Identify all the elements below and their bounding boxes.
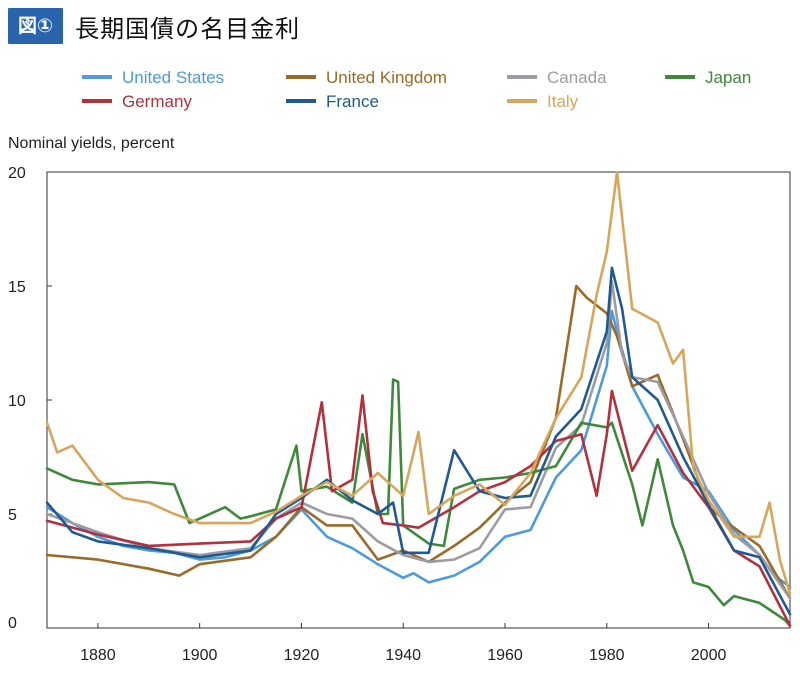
series-line-italy bbox=[45, 170, 792, 596]
legend-label-italy: Italy bbox=[547, 92, 579, 111]
x-tick-label: 1980 bbox=[589, 647, 625, 664]
series-line-germany bbox=[45, 389, 792, 628]
x-tick-label: 1960 bbox=[487, 647, 523, 664]
y-tick-label: 15 bbox=[8, 279, 26, 296]
x-tick-label: 2000 bbox=[691, 647, 727, 664]
figure-title: 長期国債の名目金利 bbox=[75, 14, 301, 43]
legend-label-united-kingdom: United Kingdom bbox=[326, 68, 447, 87]
y-tick-label: 10 bbox=[8, 393, 26, 410]
x-tick-label: 1940 bbox=[385, 647, 421, 664]
figure-number-badge: 図① bbox=[8, 8, 64, 44]
legend-label-canada: Canada bbox=[547, 68, 607, 87]
x-tick-label: 1880 bbox=[80, 647, 116, 664]
legend-label-germany: Germany bbox=[122, 92, 192, 111]
figure-header: 図① 長期国債の名目金利 bbox=[8, 8, 300, 44]
x-tick-label: 1920 bbox=[284, 647, 320, 664]
legend-label-united-states: United States bbox=[122, 68, 224, 87]
series-line-france bbox=[45, 266, 792, 616]
series-line-united-kingdom bbox=[45, 284, 792, 600]
series-line-japan bbox=[45, 378, 792, 628]
legend-label-france: France bbox=[326, 92, 379, 111]
legend-label-japan: Japan bbox=[705, 68, 751, 87]
y-tick-label: 0 bbox=[8, 615, 17, 632]
y-axis-label: Nominal yields, percent bbox=[8, 135, 175, 152]
y-tick-label: 20 bbox=[8, 165, 26, 182]
x-tick-label: 1900 bbox=[182, 647, 218, 664]
y-tick-label: 5 bbox=[8, 507, 17, 524]
